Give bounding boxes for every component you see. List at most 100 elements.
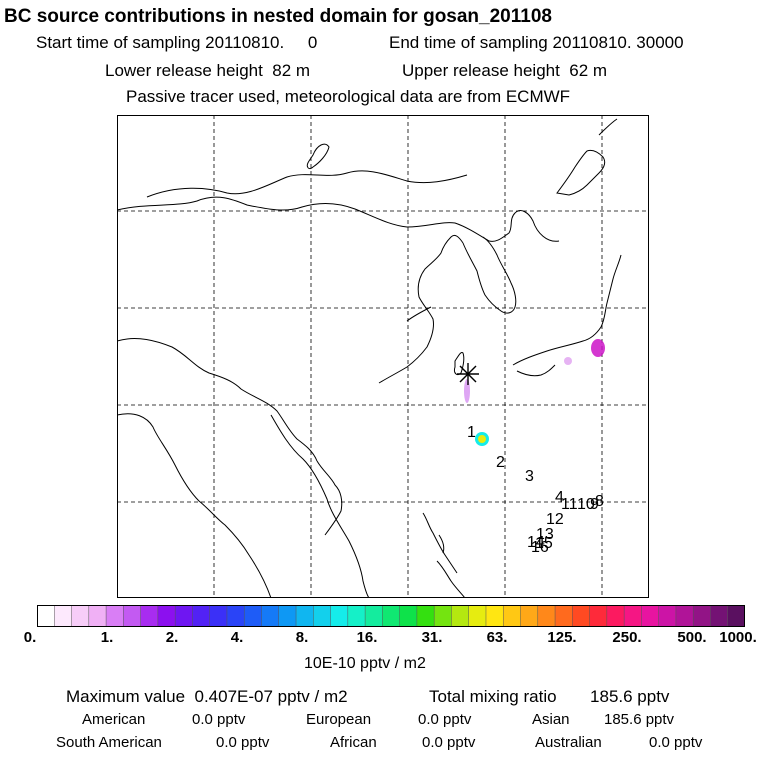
colorbar-tick: 250. — [612, 629, 642, 646]
trajectory-label: 4 — [555, 489, 564, 506]
end-time-label: End time of sampling — [389, 33, 548, 52]
colorbar-tick: 31. — [421, 629, 443, 646]
asian-label: Asian — [532, 711, 570, 728]
total-mixing-value: 185.6 pptv — [590, 687, 670, 706]
colorbar-cell — [313, 605, 332, 627]
colorbar-cell — [192, 605, 211, 627]
south-american-label: South American — [56, 734, 162, 751]
colorbar-cell — [589, 605, 608, 627]
max-value-label: Maximum value — [66, 687, 186, 706]
colorbar-cell — [692, 605, 712, 627]
total-mixing-line: Total mixing ratio 185.6 pptv — [429, 687, 669, 707]
end-time-value: 20110810. 30000 — [552, 33, 684, 52]
trajectory-label: 11 — [561, 496, 578, 513]
colorbar-cell — [278, 605, 297, 627]
american-value: 0.0 pptv — [192, 711, 246, 728]
colorbar-cell — [174, 605, 194, 627]
colorbar-tick: 500. — [677, 629, 707, 646]
trajectory-label: 3 — [525, 468, 534, 485]
trajectory-label: 9 — [590, 496, 599, 513]
european-label: European — [306, 711, 372, 728]
colorbar-cell — [727, 605, 745, 627]
trajectory-label: 8 — [595, 493, 604, 510]
european-value: 0.0 pptv — [418, 711, 472, 728]
coastlines — [117, 118, 622, 598]
colorbar-cell — [364, 605, 384, 627]
colorbar-cell — [623, 605, 643, 627]
colorbar-cell — [330, 605, 349, 627]
trajectory-label: 10 — [577, 496, 595, 513]
colorbar-cell — [399, 605, 418, 627]
colorbar-cell — [502, 605, 522, 627]
australian-value: 0.0 pptv — [649, 734, 703, 751]
colorbar-cell — [243, 605, 263, 627]
asian-value: 185.6 pptv — [604, 711, 675, 728]
lower-height-label: Lower release height — [105, 61, 263, 80]
colorbar-cell — [88, 605, 107, 627]
colorbar-cell — [572, 605, 591, 627]
plume-spots — [464, 339, 605, 446]
start-time-label: Start time of sampling — [36, 33, 201, 52]
trajectory-label: 16 — [531, 539, 549, 556]
lat-lon-grid — [117, 115, 649, 598]
colorbar-tick: 1000. — [719, 629, 757, 646]
colorbar-cell — [641, 605, 660, 627]
colorbar-cell — [675, 605, 694, 627]
colorbar-cell — [416, 605, 435, 627]
african-label: African — [330, 734, 377, 751]
colorbar-cell — [140, 605, 159, 627]
end-time-line: End time of sampling 20110810. 30000 — [389, 33, 684, 53]
colorbar-cell — [105, 605, 125, 627]
trajectory-label: 1 — [467, 424, 476, 441]
colorbar-cell — [451, 605, 470, 627]
colorbar-cell — [226, 605, 245, 627]
map-frame — [117, 115, 649, 598]
colorbar-cell — [209, 605, 228, 627]
colorbar-tick: 4. — [230, 629, 244, 646]
lower-height-value: 82 m — [272, 61, 311, 80]
colorbar-cell — [261, 605, 280, 627]
colorbar-tick: 1. — [100, 629, 114, 646]
colorbar-cells — [37, 605, 745, 627]
trajectory-label: 15 — [535, 535, 553, 552]
plume-spot — [464, 379, 470, 403]
receptor-marker — [457, 363, 479, 385]
colorbar-cell — [54, 605, 73, 627]
max-value: 0.407E-07 pptv / m2 — [194, 687, 348, 706]
african-value: 0.0 pptv — [422, 734, 476, 751]
colorbar-cell — [658, 605, 677, 627]
colorbar-tick: 16. — [356, 629, 378, 646]
upper-height-value: 62 m — [569, 61, 608, 80]
colorbar-cell — [295, 605, 315, 627]
south-american-value: 0.0 pptv — [216, 734, 270, 751]
colorbar-cell — [554, 605, 574, 627]
trajectory-label: 2 — [496, 454, 505, 471]
colorbar-frame — [37, 605, 745, 627]
max-contribution-core — [478, 435, 486, 443]
trajectory-label: 12 — [546, 511, 564, 528]
tracer-note: Passive tracer used, meteorological data… — [126, 87, 571, 106]
colorbar-cell — [606, 605, 625, 627]
map-title: BC source contributions in nested domain… — [4, 6, 552, 27]
colorbar-cell — [347, 605, 366, 627]
trajectory-labels: 1 2 3 4 11 10 9 8 12 13 14 15 16 — [467, 424, 604, 556]
max-value-line: Maximum value 0.407E-07 pptv / m2 — [66, 687, 348, 707]
colorbar-units: 10E-10 pptv / m2 — [304, 655, 426, 672]
colorbar-cell — [485, 605, 504, 627]
colorbar-cell — [37, 605, 56, 627]
colorbar-tick: 8. — [295, 629, 309, 646]
colorbar-cell — [537, 605, 556, 627]
colorbar-tick: 2. — [165, 629, 179, 646]
colorbar-cell — [123, 605, 142, 627]
colorbar-cell — [468, 605, 487, 627]
colorbar-cell — [382, 605, 401, 627]
colorbar-cell — [157, 605, 176, 627]
start-time-line: Start time of sampling 20110810. 0 — [36, 33, 317, 53]
plume-spot — [591, 339, 605, 357]
trajectory-label: 14 — [527, 534, 545, 551]
colorbar — [37, 605, 745, 627]
american-label: American — [82, 711, 146, 728]
colorbar-cell — [520, 605, 539, 627]
australian-label: Australian — [535, 734, 602, 751]
total-mixing-label: Total mixing ratio — [429, 687, 557, 706]
